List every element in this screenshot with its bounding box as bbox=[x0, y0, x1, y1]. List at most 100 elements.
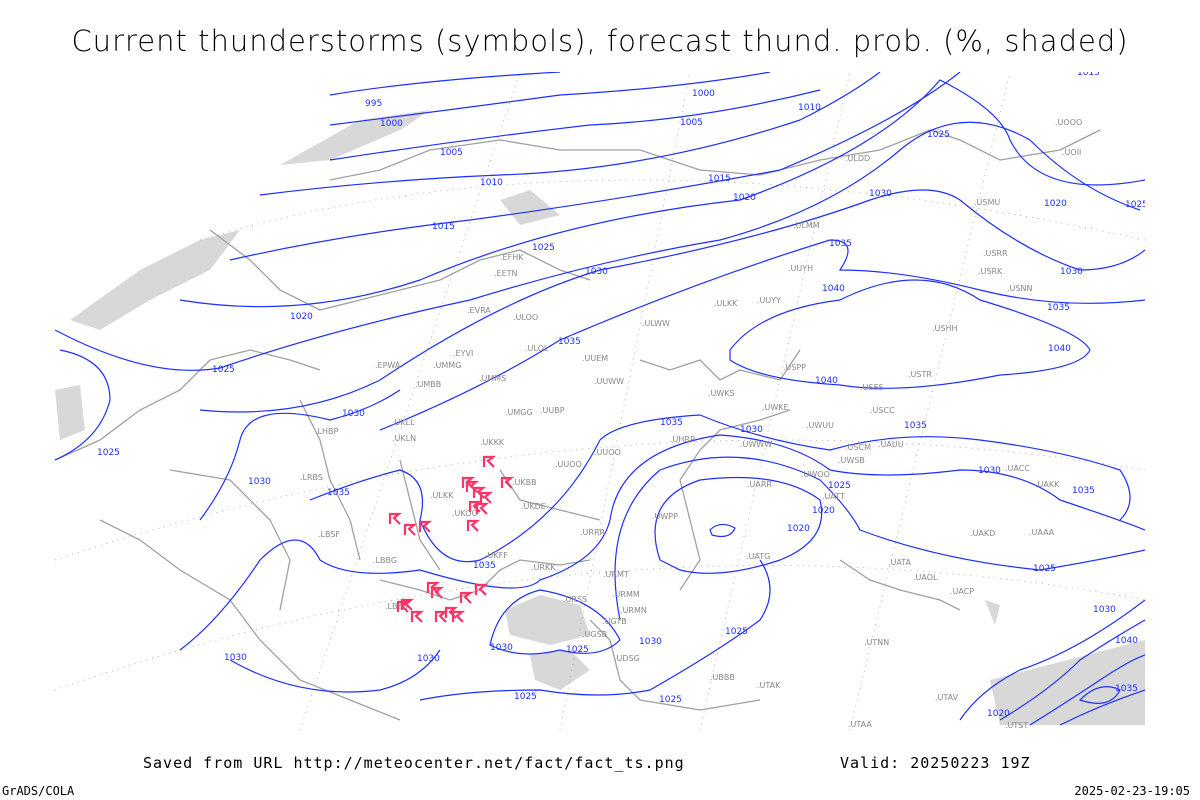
isobar-1020 bbox=[179, 79, 1145, 308]
station-code: .ULDD bbox=[845, 154, 870, 163]
station-code: .USRK bbox=[978, 267, 1003, 276]
station-code: .UHRR bbox=[670, 435, 696, 444]
isobar-label: 1030 bbox=[1060, 267, 1083, 277]
isobar-label: 1005 bbox=[440, 148, 463, 158]
station-code: .ULWW bbox=[642, 319, 670, 328]
isobar-label: 1035 bbox=[1072, 486, 1095, 496]
station-code: .UARR bbox=[747, 480, 772, 489]
station-code: .UTNN bbox=[864, 638, 889, 647]
thunderstorm-symbol bbox=[479, 491, 494, 504]
station-code: .UUOO bbox=[594, 448, 621, 457]
isobar-label: 1025 bbox=[97, 448, 120, 458]
coastlines bbox=[55, 129, 1101, 721]
station-code: .URSS bbox=[563, 595, 587, 604]
station-code: .EETN bbox=[494, 269, 518, 278]
station-code: .UKLL bbox=[392, 418, 415, 427]
station-code: .UMGG bbox=[505, 408, 533, 417]
isobar-1015 bbox=[709, 523, 736, 538]
station-code: .ULOL bbox=[525, 344, 549, 353]
isobar-label: 1030 bbox=[1093, 605, 1116, 615]
isobar-1030 bbox=[199, 389, 401, 521]
thunderstorm-symbol bbox=[434, 610, 449, 623]
isobar-label: 1015 bbox=[708, 174, 731, 184]
isobar-label: 1030 bbox=[740, 425, 763, 435]
isobar-label: 1025 bbox=[532, 243, 555, 253]
thunderstorm-symbol bbox=[500, 476, 515, 489]
isobar-1000 bbox=[329, 72, 771, 126]
station-code: .URMN bbox=[620, 606, 647, 615]
isobar-label: 1035 bbox=[1115, 684, 1138, 694]
station-code: .UUWW bbox=[594, 377, 624, 386]
station-code: .EYVI bbox=[453, 349, 473, 358]
station-code: .USCM bbox=[845, 443, 871, 452]
station-code: .URRR bbox=[580, 528, 606, 537]
isobar-label: 1035 bbox=[473, 561, 496, 571]
isobar-label: 1040 bbox=[815, 376, 838, 386]
station-code: .UKFF bbox=[485, 551, 508, 560]
isobar-label: 995 bbox=[365, 99, 382, 109]
station-code: .LRBS bbox=[300, 473, 323, 482]
isobar-label: 1005 bbox=[680, 118, 703, 128]
station-code: .UATA bbox=[888, 558, 912, 567]
station-code: .USRR bbox=[983, 249, 1008, 258]
station-code: .UATT bbox=[822, 492, 845, 501]
isobar-label: 1030 bbox=[585, 267, 608, 277]
station-labels: .ULDD .UUYY .ULKK .ULWW .UUEM .UUWW .UMMS .UMGG… bbox=[300, 118, 1082, 730]
station-code: .EPWA bbox=[375, 361, 401, 370]
isobar-1040 bbox=[729, 279, 1091, 389]
station-code: .UWSB bbox=[838, 456, 865, 465]
isobar-label: 1040 bbox=[1115, 636, 1138, 646]
station-code: .USTR bbox=[908, 370, 932, 379]
isobar-label: 1015 bbox=[1077, 68, 1100, 78]
source-url-text: Saved from URL http://meteocenter.net/fa… bbox=[143, 754, 685, 772]
isobars bbox=[55, 72, 1145, 726]
station-code: .UTAA bbox=[848, 720, 872, 729]
map-title: Current thunderstorms (symbols), forecas… bbox=[71, 24, 1129, 58]
isobar-1030 bbox=[489, 589, 621, 655]
isobar-1030 bbox=[179, 434, 1145, 651]
station-code: .UAKK bbox=[1035, 480, 1060, 489]
thunderstorm-symbol bbox=[475, 502, 490, 515]
station-code: .ULOO bbox=[513, 313, 538, 322]
station-code: .UTST bbox=[1005, 721, 1028, 730]
station-code: .UAOL bbox=[913, 573, 938, 582]
station-code: .UAUU bbox=[878, 440, 904, 449]
station-code: .UDSG bbox=[614, 654, 640, 663]
isobar-1020 bbox=[959, 599, 1145, 721]
station-code: .UACC bbox=[1005, 464, 1030, 473]
isobar-dense bbox=[999, 619, 1145, 726]
isobar-label: 1025 bbox=[927, 130, 950, 140]
isobar-1030 bbox=[229, 649, 441, 693]
thunderstorm-symbol bbox=[461, 476, 476, 489]
thunderstorm-symbol bbox=[474, 583, 489, 596]
station-code: .UGSB bbox=[582, 630, 607, 639]
isobar-label: 1035 bbox=[904, 421, 927, 431]
isobar-label: 1000 bbox=[692, 89, 715, 99]
station-code: .UKKK bbox=[480, 438, 505, 447]
isobar-label: 1040 bbox=[1048, 344, 1071, 354]
isobar-label: 1025 bbox=[514, 692, 537, 702]
station-code: .USMU bbox=[974, 198, 1000, 207]
isobar-label: 1025 bbox=[725, 627, 748, 637]
station-code: .UWKE bbox=[762, 403, 789, 412]
station-code: .UMMG bbox=[433, 361, 461, 370]
isobar-label: 1010 bbox=[480, 178, 503, 188]
isobar-995 bbox=[329, 72, 561, 96]
station-code: .ULKK bbox=[714, 299, 738, 308]
station-code: .UWUU bbox=[806, 421, 834, 430]
isobar-1035 bbox=[379, 239, 1145, 431]
thunderstorm-symbol bbox=[403, 523, 418, 536]
station-code: .EFHK bbox=[500, 253, 524, 262]
isobar-label: 1020 bbox=[733, 193, 756, 203]
station-code: .USSS bbox=[860, 383, 884, 392]
isobar-label: 1025 bbox=[1125, 200, 1148, 210]
isobar-label: 1025 bbox=[828, 481, 851, 491]
thunderstorm-symbols bbox=[388, 455, 515, 623]
station-code: .LBBS bbox=[385, 602, 408, 611]
station-code: .UWWW bbox=[740, 440, 772, 449]
thunderstorm-symbol bbox=[430, 586, 445, 599]
station-code: .UUYH bbox=[788, 264, 813, 273]
isobar-label: 1020 bbox=[1044, 199, 1067, 209]
